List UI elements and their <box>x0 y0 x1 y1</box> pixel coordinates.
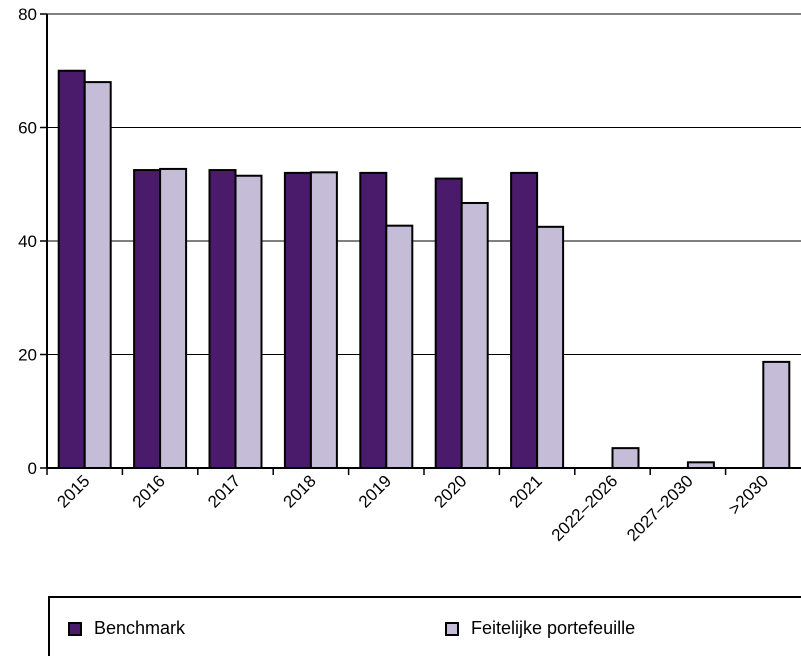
bar-feitelijke-portefeuille <box>385 224 414 469</box>
x-tick-labels: 2015 2016 2017 2018 2019 2020 2021 2022–2026 202… <box>46 468 772 545</box>
bar-feitelijke-portefeuille <box>309 171 338 470</box>
bar-feitelijke-portefeuille <box>234 174 263 470</box>
bar-benchmark <box>510 171 539 469</box>
legend: Benchmark Feitelijke portefeuille <box>48 596 801 656</box>
x-tick-label: 2015 <box>53 471 93 511</box>
x-tick-label: 2021 <box>506 471 546 511</box>
y-tick-label: 20 <box>18 346 37 365</box>
bar-benchmark <box>133 169 162 469</box>
legend-label-feitelijke-portefeuille: Feitelijke portefeuille <box>471 618 636 638</box>
bar-benchmark <box>434 177 463 469</box>
x-tick-label: 2017 <box>204 471 244 511</box>
y-tick-labels: 0 20 40 60 80 <box>18 5 47 478</box>
y-tick-label: 0 <box>28 459 37 478</box>
bar-feitelijke-portefeuille <box>762 360 791 469</box>
legend-swatch-feitelijke-portefeuille <box>445 621 459 636</box>
x-tick-label: 2019 <box>355 471 395 511</box>
x-tick-label: 2027–2030 <box>623 471 697 545</box>
x-tick-label: 2018 <box>280 471 320 511</box>
bar-feitelijke-portefeuille <box>460 201 489 469</box>
bar-feitelijke-portefeuille <box>159 167 188 470</box>
bar-benchmark <box>208 169 237 469</box>
legend-swatch-benchmark <box>68 621 82 636</box>
y-tick-label: 60 <box>18 119 37 138</box>
x-tick-label: 2022–2026 <box>548 471 622 545</box>
bar-feitelijke-portefeuille <box>536 225 565 469</box>
bar-feitelijke-portefeuille <box>83 81 112 469</box>
bar-benchmark <box>57 69 86 469</box>
x-tick-label: 2016 <box>129 471 169 511</box>
y-tick-label: 40 <box>18 232 37 251</box>
legend-item-feitelijke-portefeuille: Feitelijke portefeuille <box>445 618 635 639</box>
x-tick-label: >2030 <box>725 471 772 518</box>
legend-item-benchmark: Benchmark <box>68 618 185 639</box>
legend-label-benchmark: Benchmark <box>94 618 186 638</box>
y-tick-label: 80 <box>18 5 37 24</box>
bar-benchmark <box>359 171 388 469</box>
bar-benchmark <box>283 171 312 469</box>
x-tick-label: 2020 <box>430 471 470 511</box>
bars <box>57 69 791 470</box>
bar-feitelijke-portefeuille <box>611 447 640 470</box>
